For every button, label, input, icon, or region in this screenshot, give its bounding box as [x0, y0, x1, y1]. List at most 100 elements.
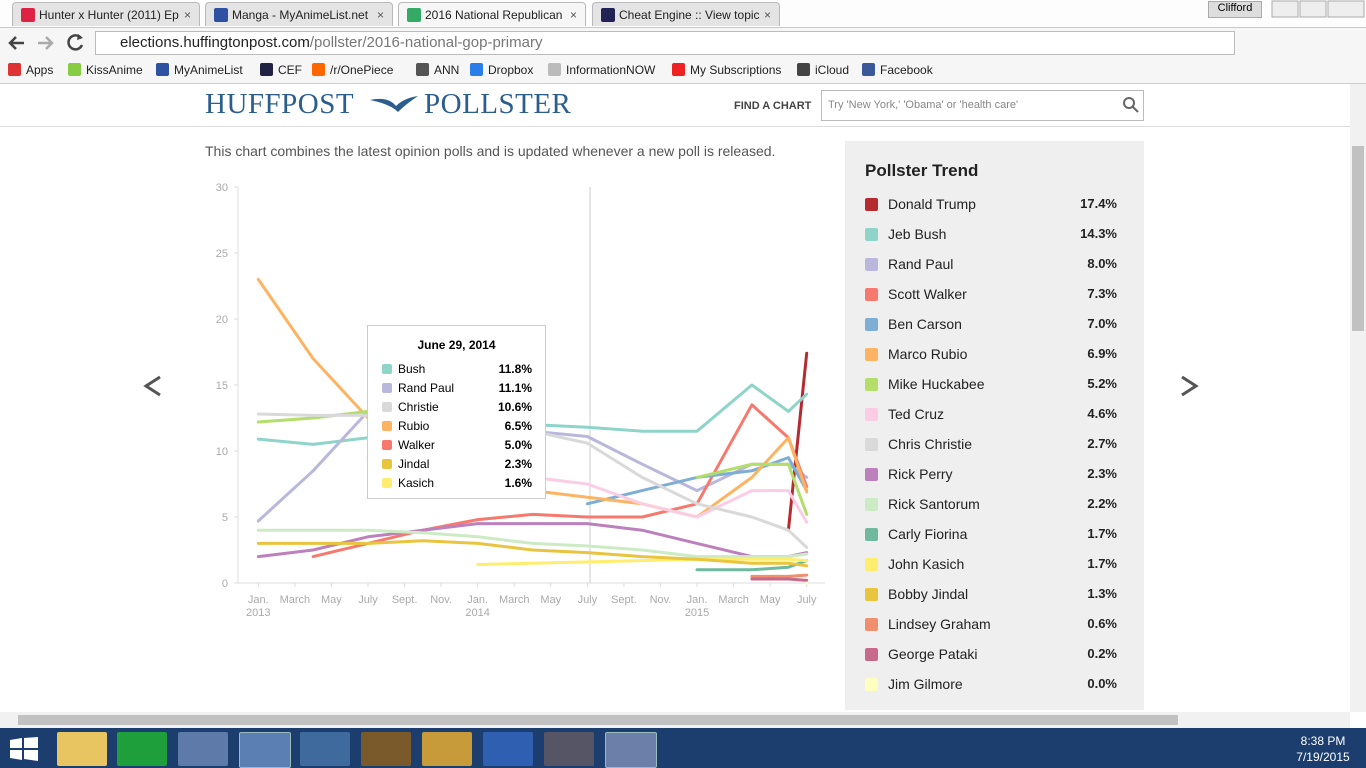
- series-line: [256, 522, 809, 559]
- app-icon[interactable]: [300, 732, 350, 766]
- legend-item[interactable]: Jeb Bush 14.3%: [865, 225, 1117, 245]
- legend-item[interactable]: George Pataki 0.2%: [865, 645, 1117, 665]
- url-bar[interactable]: elections.huffingtonpost.com/pollster/20…: [95, 31, 1235, 55]
- legend-item[interactable]: John Kasich 1.7%: [865, 555, 1117, 575]
- tab-close[interactable]: ×: [183, 8, 191, 22]
- search-icon[interactable]: [1122, 96, 1140, 114]
- legend-value: 7.3%: [1087, 286, 1117, 301]
- series-line: [256, 528, 809, 559]
- legend-name: Jeb Bush: [888, 226, 947, 242]
- bookmark-label: CEF: [278, 63, 302, 77]
- bookmark[interactable]: My Subscriptions: [672, 63, 781, 77]
- tab[interactable]: Hunter x Hunter (2011) Ep ×: [12, 2, 200, 26]
- bookmark-label: /r/OnePiece: [330, 63, 394, 77]
- legend-item[interactable]: Jim Gilmore 0.0%: [865, 675, 1117, 695]
- nav-buttons[interactable]: [0, 28, 95, 58]
- bookmark-icon: [312, 63, 325, 76]
- taskbar: 8:38 PM 7/19/2015: [0, 728, 1366, 768]
- app-icon[interactable]: [605, 732, 657, 768]
- legend-item[interactable]: Lindsey Graham 0.6%: [865, 615, 1117, 635]
- app-icon[interactable]: [361, 732, 411, 766]
- bookmark[interactable]: iCloud: [797, 63, 849, 77]
- bookmark-icon: [548, 63, 561, 76]
- tab-close[interactable]: ×: [763, 8, 771, 22]
- tab-strip: Hunter x Hunter (2011) Ep × Manga - MyAnim…: [0, 0, 1366, 28]
- bookmark[interactable]: MyAnimeList: [156, 63, 243, 77]
- next-arrow[interactable]: [1176, 370, 1200, 402]
- x-tick-label: March: [280, 594, 311, 606]
- legend-item[interactable]: Mike Huckabee 5.2%: [865, 375, 1117, 395]
- app-icon[interactable]: [117, 732, 167, 766]
- bookmark[interactable]: InformationNOW: [548, 63, 655, 77]
- bookmark[interactable]: Apps: [8, 63, 53, 77]
- tab[interactable]: Manga - MyAnimeList.net ×: [205, 2, 393, 26]
- bookmark[interactable]: Facebook: [862, 63, 933, 77]
- legend-item[interactable]: Marco Rubio 6.9%: [865, 345, 1117, 365]
- bookmark[interactable]: KissAnime: [68, 63, 143, 77]
- x-tick-label: Nov.: [650, 594, 672, 606]
- x-tick-label: Jan.: [687, 594, 708, 606]
- legend-item[interactable]: Ted Cruz 4.6%: [865, 405, 1117, 425]
- legend-swatch: [865, 348, 878, 361]
- x-tick-label: Jan.: [248, 594, 269, 606]
- x-tick-label: July: [797, 594, 817, 606]
- y-tick-label: 15: [216, 380, 228, 392]
- series-line: [311, 403, 809, 559]
- x-tick-label: May: [321, 594, 342, 606]
- product[interactable]: POLLSTER: [424, 88, 572, 120]
- legend-value: 0.0%: [1087, 676, 1117, 691]
- tooltip-swatch: [382, 402, 392, 412]
- legend-item[interactable]: Rand Paul 8.0%: [865, 255, 1117, 275]
- legend-item[interactable]: Chris Christie 2.7%: [865, 435, 1117, 455]
- app-icon[interactable]: [483, 732, 533, 766]
- brand[interactable]: HUFFPOST: [205, 88, 355, 120]
- legend-swatch: [865, 678, 878, 691]
- legend-item[interactable]: Rick Santorum 2.2%: [865, 495, 1117, 515]
- app-icon[interactable]: [178, 732, 228, 766]
- y-tick-label: 20: [216, 314, 228, 326]
- bookmark[interactable]: ANN: [416, 63, 459, 77]
- tab-close[interactable]: ×: [569, 8, 577, 22]
- legend-item[interactable]: Ben Carson 7.0%: [865, 315, 1117, 335]
- bookmark-icon: [470, 63, 483, 76]
- bookmark[interactable]: /r/OnePiece: [312, 63, 393, 77]
- tooltip-value: 5.0%: [504, 438, 532, 452]
- legend-swatch: [865, 558, 878, 571]
- tab[interactable]: 2016 National Republican ×: [398, 2, 586, 26]
- legend-item[interactable]: Rick Perry 2.3%: [865, 465, 1117, 485]
- tab-title: 2016 National Republican: [425, 8, 563, 22]
- app-icon[interactable]: [422, 732, 472, 766]
- tab-title: Hunter x Hunter (2011) Ep: [39, 8, 179, 22]
- x-tick-label: May: [760, 594, 781, 606]
- legend-item[interactable]: Scott Walker 7.3%: [865, 285, 1117, 305]
- legend-item[interactable]: Carly Fiorina 1.7%: [865, 525, 1117, 545]
- bookmark[interactable]: CEF: [260, 63, 302, 77]
- chart: 0 5 10 15 20 25 30 Jan. March May July Sept. Nov. Jan…: [143, 182, 825, 619]
- app-icon[interactable]: [544, 732, 594, 766]
- tooltip-value: 11.1%: [498, 381, 532, 395]
- x-tick-label: March: [499, 594, 530, 606]
- prev-arrow[interactable]: [143, 375, 161, 397]
- legend-name: Carly Fiorina: [888, 526, 968, 542]
- tooltip-row: Rand Paul 11.1%: [382, 381, 532, 397]
- legend-item[interactable]: Bobby Jindal 1.3%: [865, 585, 1117, 605]
- user-badge[interactable]: Clifford: [1208, 1, 1262, 18]
- legend-swatch: [865, 498, 878, 511]
- search-box[interactable]: Try 'New York,' 'Obama' or 'health care': [821, 90, 1144, 121]
- legend-name: Marco Rubio: [888, 346, 968, 362]
- app-icon[interactable]: [57, 732, 107, 766]
- legend-item[interactable]: Donald Trump 17.4%: [865, 195, 1117, 215]
- bookmark-label: ANN: [434, 63, 460, 77]
- tab[interactable]: Cheat Engine :: View topic ×: [592, 2, 780, 26]
- h-scrollbar[interactable]: [0, 712, 1350, 728]
- bookmark-icon: [260, 63, 273, 76]
- tab-close[interactable]: ×: [376, 8, 384, 22]
- start-button[interactable]: [10, 737, 38, 761]
- legend-value: 5.2%: [1087, 376, 1117, 391]
- tooltip-value: 2.3%: [504, 457, 532, 471]
- v-scrollbar[interactable]: [1350, 84, 1366, 712]
- tooltip-date: June 29, 2014: [417, 338, 496, 352]
- app-icon[interactable]: [239, 732, 291, 768]
- bookmark[interactable]: Dropbox: [470, 63, 533, 77]
